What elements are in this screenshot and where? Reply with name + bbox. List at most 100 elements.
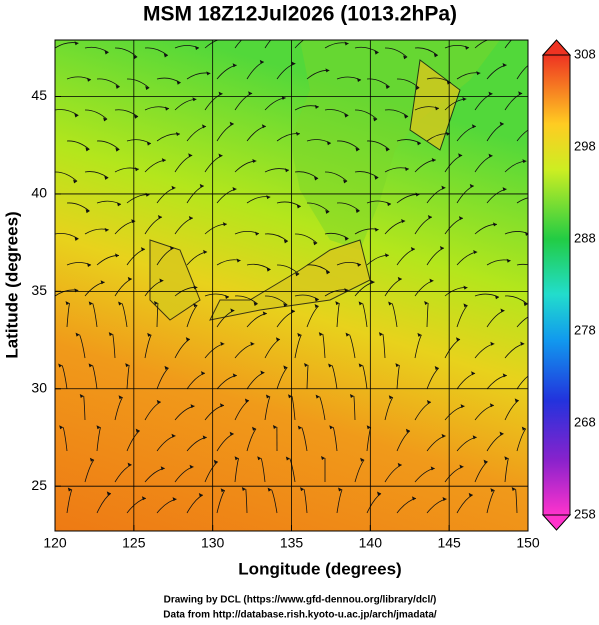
stream-arrow bbox=[536, 195, 540, 199]
stream-arrow bbox=[463, 285, 468, 290]
stream-arrow bbox=[283, 302, 288, 307]
stream-arrow bbox=[232, 373, 237, 378]
y-tick-label: 45 bbox=[31, 87, 47, 103]
stream-arrow bbox=[266, 267, 271, 272]
stream-arrow bbox=[415, 192, 420, 197]
stream-arrow bbox=[261, 124, 266, 129]
stream-arrow bbox=[176, 80, 181, 85]
streamline bbox=[301, 427, 308, 452]
stream-arrow bbox=[175, 132, 180, 137]
x-tick-label: 130 bbox=[201, 535, 225, 551]
stream-arrow bbox=[125, 363, 130, 368]
stream-arrow bbox=[314, 303, 319, 308]
streamline bbox=[354, 109, 378, 120]
stream-arrow bbox=[401, 218, 406, 223]
streamline bbox=[456, 305, 468, 328]
stream-arrow bbox=[159, 278, 164, 283]
streamline bbox=[79, 334, 86, 359]
stream-arrow bbox=[266, 195, 271, 200]
stream-arrow bbox=[355, 209, 360, 214]
streamline bbox=[319, 396, 326, 421]
streamline bbox=[414, 47, 439, 56]
stream-arrow bbox=[360, 457, 365, 462]
stream-arrow bbox=[430, 466, 435, 471]
stream-arrow bbox=[494, 295, 499, 300]
stream-arrow bbox=[344, 113, 349, 118]
streamline bbox=[66, 303, 70, 328]
stream-arrow bbox=[218, 153, 223, 158]
stream-arrow bbox=[296, 204, 301, 209]
stream-arrow bbox=[265, 394, 270, 399]
colorbar-tick-label: 298 bbox=[574, 138, 596, 153]
stream-arrow bbox=[241, 487, 246, 492]
stream-arrow bbox=[248, 91, 253, 96]
stream-arrow bbox=[525, 231, 528, 236]
stream-arrow bbox=[328, 363, 333, 368]
stream-arrow bbox=[344, 41, 349, 46]
streamline bbox=[515, 488, 518, 514]
stream-arrow bbox=[483, 459, 488, 464]
stream-arrow bbox=[345, 332, 350, 337]
streamline bbox=[336, 140, 360, 150]
stream-arrow bbox=[145, 85, 150, 90]
streamline bbox=[504, 458, 509, 483]
stream-arrow bbox=[116, 202, 121, 207]
stream-arrow bbox=[74, 236, 79, 241]
streamline bbox=[349, 334, 356, 359]
streamline bbox=[234, 400, 250, 421]
stream-arrow bbox=[358, 301, 363, 306]
stream-arrow bbox=[249, 30, 253, 34]
streamline bbox=[126, 365, 130, 390]
streamline bbox=[144, 47, 169, 56]
stream-arrow bbox=[464, 45, 469, 50]
stream-arrow bbox=[355, 147, 360, 152]
stream-arrow bbox=[297, 425, 302, 430]
stream-arrow bbox=[229, 121, 234, 126]
stream-arrow bbox=[229, 431, 234, 436]
stream-arrow bbox=[370, 280, 375, 285]
streamline bbox=[84, 459, 95, 483]
streamline bbox=[366, 140, 390, 150]
stream-arrow bbox=[67, 487, 72, 492]
stream-arrow bbox=[104, 227, 109, 232]
streamline bbox=[234, 458, 239, 483]
stream-arrow bbox=[416, 141, 421, 146]
stream-arrow bbox=[385, 84, 390, 89]
streamline bbox=[324, 109, 349, 116]
streamline bbox=[391, 303, 398, 328]
x-tick-label: 140 bbox=[359, 535, 383, 551]
stream-arrow bbox=[192, 97, 197, 102]
streamline bbox=[294, 334, 302, 359]
x-axis-label: Longitude (degrees) bbox=[238, 559, 401, 578]
stream-arrow bbox=[429, 278, 434, 283]
streamline bbox=[144, 334, 152, 359]
colorbar-tick-label: 258 bbox=[574, 506, 596, 521]
stream-arrow bbox=[108, 332, 113, 337]
streamline bbox=[264, 295, 288, 306]
stream-arrow bbox=[188, 215, 193, 220]
stream-arrow bbox=[356, 262, 361, 267]
stream-arrow bbox=[300, 487, 305, 492]
stream-arrow bbox=[79, 394, 84, 399]
stream-arrow bbox=[519, 30, 523, 34]
streamline bbox=[260, 458, 266, 483]
streamline bbox=[353, 395, 356, 421]
stream-arrow bbox=[320, 456, 325, 460]
stream-arrow bbox=[163, 53, 168, 58]
streamline bbox=[84, 46, 109, 53]
stream-arrow bbox=[462, 97, 467, 102]
streamline bbox=[382, 334, 386, 359]
streamline bbox=[306, 264, 331, 273]
streamline bbox=[474, 461, 488, 483]
stream-arrow bbox=[318, 332, 323, 337]
streamline bbox=[96, 78, 120, 88]
streamline bbox=[55, 232, 79, 240]
streamline bbox=[366, 78, 390, 88]
streamline bbox=[264, 396, 271, 421]
stream-arrow bbox=[275, 337, 280, 342]
stream-arrow bbox=[49, 332, 53, 336]
stream-arrow bbox=[131, 219, 136, 224]
stream-arrow bbox=[397, 462, 402, 467]
stream-arrow bbox=[533, 311, 537, 315]
